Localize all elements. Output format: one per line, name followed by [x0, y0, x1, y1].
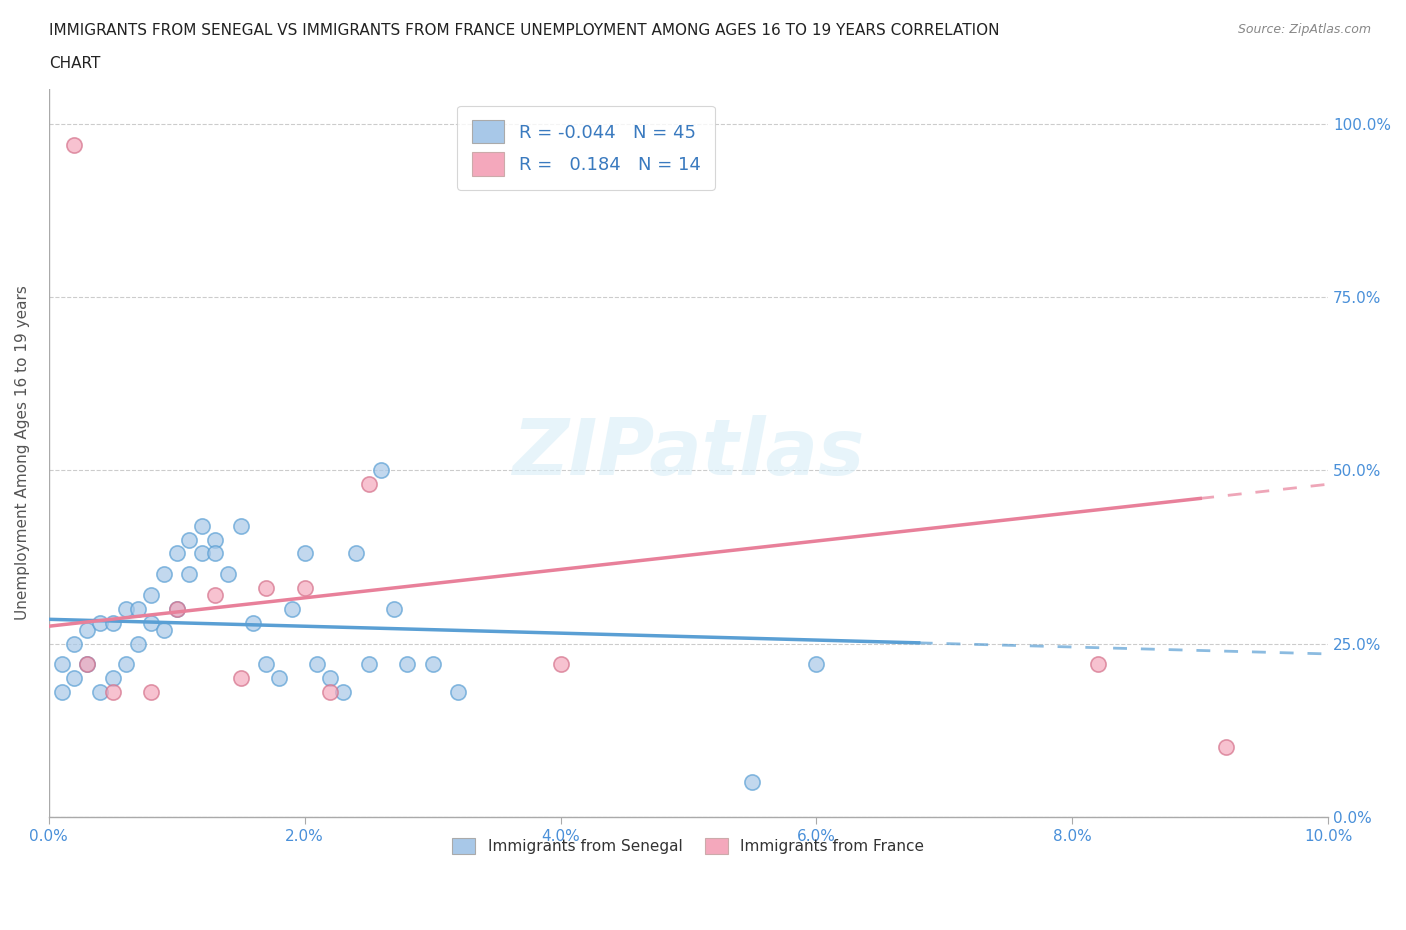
Point	[294, 580, 316, 595]
Point	[806, 657, 828, 671]
Point	[101, 671, 124, 685]
Point	[319, 684, 342, 699]
Point	[254, 657, 277, 671]
Text: ZIPatlas: ZIPatlas	[512, 415, 865, 491]
Text: CHART: CHART	[49, 56, 101, 71]
Point	[242, 616, 264, 631]
Point	[114, 657, 136, 671]
Text: IMMIGRANTS FROM SENEGAL VS IMMIGRANTS FROM FRANCE UNEMPLOYMENT AMONG AGES 16 TO : IMMIGRANTS FROM SENEGAL VS IMMIGRANTS FR…	[49, 23, 1000, 38]
Point	[139, 684, 162, 699]
Point	[294, 546, 316, 561]
Point	[229, 518, 252, 533]
Point	[357, 477, 380, 492]
Point	[281, 602, 304, 617]
Point	[166, 546, 188, 561]
Point	[101, 616, 124, 631]
Point	[63, 138, 86, 153]
Point	[204, 588, 226, 603]
Point	[63, 671, 86, 685]
Point	[254, 580, 277, 595]
Point	[153, 566, 176, 581]
Point	[76, 657, 98, 671]
Point	[357, 657, 380, 671]
Point	[422, 657, 444, 671]
Point	[179, 532, 201, 547]
Point	[741, 775, 763, 790]
Point	[63, 636, 86, 651]
Point	[204, 546, 226, 561]
Point	[344, 546, 367, 561]
Point	[204, 532, 226, 547]
Point	[307, 657, 329, 671]
Point	[76, 657, 98, 671]
Point	[332, 684, 354, 699]
Point	[139, 588, 162, 603]
Point	[127, 636, 149, 651]
Text: Source: ZipAtlas.com: Source: ZipAtlas.com	[1237, 23, 1371, 36]
Point	[89, 616, 111, 631]
Y-axis label: Unemployment Among Ages 16 to 19 years: Unemployment Among Ages 16 to 19 years	[15, 286, 30, 620]
Point	[139, 616, 162, 631]
Point	[166, 602, 188, 617]
Point	[267, 671, 290, 685]
Point	[1087, 657, 1109, 671]
Point	[217, 566, 239, 581]
Point	[370, 463, 392, 478]
Point	[191, 518, 214, 533]
Point	[153, 622, 176, 637]
Point	[1215, 740, 1237, 755]
Point	[382, 602, 405, 617]
Point	[319, 671, 342, 685]
Point	[229, 671, 252, 685]
Point	[89, 684, 111, 699]
Point	[191, 546, 214, 561]
Point	[550, 657, 572, 671]
Point	[114, 602, 136, 617]
Point	[179, 566, 201, 581]
Point	[447, 684, 470, 699]
Point	[127, 602, 149, 617]
Point	[101, 684, 124, 699]
Point	[51, 657, 73, 671]
Point	[51, 684, 73, 699]
Point	[166, 602, 188, 617]
Legend: Immigrants from Senegal, Immigrants from France: Immigrants from Senegal, Immigrants from…	[446, 831, 931, 860]
Point	[76, 622, 98, 637]
Point	[395, 657, 418, 671]
